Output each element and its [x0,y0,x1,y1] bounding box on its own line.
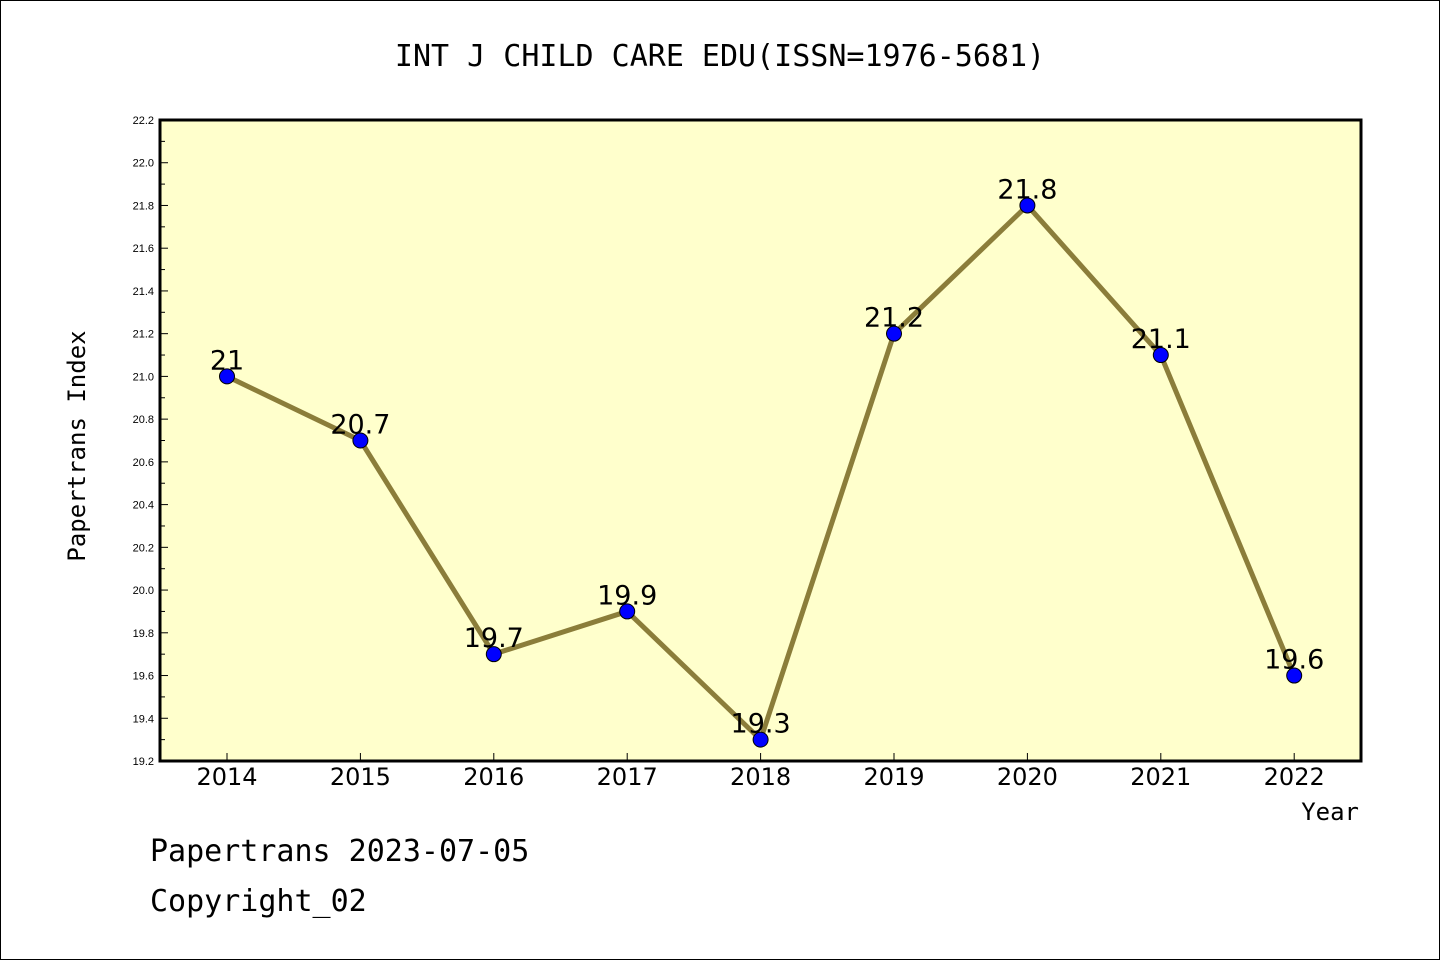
plot-area [160,120,1361,761]
y-tick-label: 21.0 [133,371,154,383]
y-tick-label: 22.2 [133,115,154,127]
data-point [352,432,369,449]
data-label: 21.1 [1131,324,1191,355]
y-tick-label: 20.8 [133,414,154,426]
data-point [219,368,235,385]
x-tick-label: 2021 [1130,763,1191,791]
data-label: 20.7 [330,410,390,441]
x-tick-label: 2020 [997,763,1058,791]
y-tick-label: 19.8 [133,628,154,640]
data-label: 19.6 [1264,645,1324,676]
data-label: 19.3 [731,709,791,740]
y-axis-label: Papertrans Index [63,330,91,561]
data-label: 21.8 [997,174,1057,205]
x-tick-label: 2017 [597,763,658,791]
data-label: 19.9 [597,580,657,611]
data-point [619,603,636,620]
data-point [1286,667,1303,684]
x-tick-label: 2015 [330,763,391,791]
x-axis-ticks: 2014 2015 2016 2017 2018 2019 2020 2021 2022 [196,753,1325,791]
data-label: 19.7 [464,623,524,654]
y-tick-label: 20.2 [133,542,154,554]
y-tick-label: 21.4 [133,286,154,298]
y-tick-label: 20.6 [133,457,154,469]
y-tick-label: 22.0 [133,158,154,170]
data-point [752,731,769,748]
y-tick-label: 19.4 [133,713,154,725]
x-tick-label: 2014 [196,763,257,791]
data-series: 21 20.7 19.7 19.9 19.3 21.2 21.8 21.1 19.6 [210,174,1324,748]
data-point [1019,197,1036,214]
data-point [886,325,902,342]
y-tick-label: 20.4 [133,500,154,512]
x-tick-label: 2022 [1264,763,1325,791]
footer-copyright: Copyright_02 [150,884,367,919]
y-tick-label: 21.6 [133,243,154,255]
data-point [485,646,502,663]
plot-border [158,118,1363,763]
data-label: 21.2 [864,303,924,334]
footer-date: Papertrans 2023-07-05 [150,834,530,869]
chart-title: INT J CHILD CARE EDU(ISSN=1976-5681) [395,39,1045,74]
y-tick-label: 19.2 [133,756,154,768]
y-tick-label: 20.0 [133,585,154,597]
y-tick-label: 21.2 [133,329,154,341]
y-tick-label: 19.6 [133,671,154,683]
data-label: 21 [210,345,244,376]
y-tick-label: 21.8 [133,200,154,212]
x-tick-label: 2016 [463,763,524,791]
x-tick-label: 2019 [863,763,924,791]
x-tick-label: 2018 [730,763,791,791]
x-axis-label: Year [1301,798,1359,826]
data-point [1152,347,1169,364]
